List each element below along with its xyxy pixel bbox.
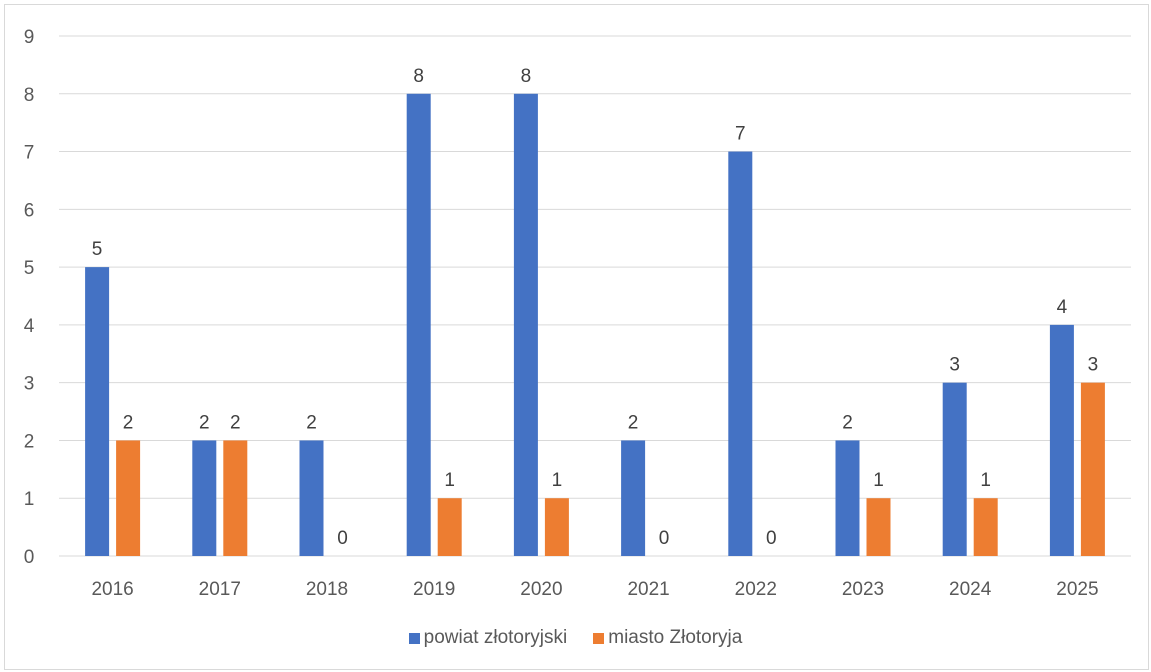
data-label: 2 [123, 412, 134, 433]
x-tick-label: 2017 [199, 579, 241, 600]
y-tick-label: 4 [24, 316, 35, 337]
bar [513, 93, 538, 557]
bar [835, 440, 860, 556]
bar [116, 440, 141, 556]
y-tick-label: 0 [24, 547, 35, 568]
data-label: 0 [337, 528, 348, 549]
x-tick-label: 2022 [735, 579, 777, 600]
bar [942, 382, 967, 556]
data-label: 3 [949, 355, 960, 376]
y-tick-label: 3 [24, 374, 35, 395]
data-label: 1 [873, 470, 884, 491]
x-tick-label: 2025 [1056, 579, 1098, 600]
bar [973, 498, 998, 556]
bar [1080, 382, 1105, 556]
data-label: 2 [199, 412, 210, 433]
data-label: 1 [552, 470, 563, 491]
legend: powiat złotoryjski miasto Złotoryja [0, 627, 1151, 649]
data-label: 2 [230, 412, 241, 433]
legend-item-series-0: powiat złotoryjski [408, 627, 568, 649]
data-label: 1 [444, 470, 455, 491]
bar [728, 151, 753, 557]
x-tick-label: 2018 [306, 579, 348, 600]
data-label: 3 [1088, 355, 1099, 376]
x-tick-label: 2021 [627, 579, 669, 600]
bar [85, 267, 110, 556]
chart-frame [4, 4, 1149, 670]
y-tick-label: 8 [24, 85, 35, 106]
data-label: 0 [766, 528, 777, 549]
x-tick-label: 2016 [91, 579, 133, 600]
y-axis-ticks: 0 1 2 3 4 5 6 7 8 9 [24, 27, 35, 568]
legend-label-series-1: miasto Złotoryja [608, 627, 743, 648]
data-label: 8 [413, 66, 424, 87]
y-tick-label: 5 [24, 258, 35, 279]
legend-label-series-0: powiat złotoryjski [423, 627, 568, 648]
bar [299, 440, 324, 556]
data-label: 8 [521, 66, 532, 87]
legend-item-series-1: miasto Złotoryja [593, 627, 742, 649]
y-tick-label: 6 [24, 200, 35, 221]
data-label: 2 [306, 412, 317, 433]
y-tick-label: 9 [24, 27, 35, 48]
bar [544, 498, 569, 556]
x-tick-label: 2019 [413, 579, 455, 600]
x-tick-label: 2024 [949, 579, 992, 600]
y-tick-label: 1 [24, 489, 35, 510]
bar [223, 440, 248, 556]
y-tick-label: 7 [24, 143, 35, 164]
data-label: 7 [735, 124, 746, 145]
x-axis-ticks: 2016 2017 2018 2019 2020 2021 2022 2023 2024 2025 [91, 579, 1098, 600]
gridlines [59, 35, 1131, 557]
bars [85, 93, 1105, 557]
y-tick-label: 2 [24, 431, 35, 452]
data-label: 2 [628, 412, 639, 433]
x-tick-label: 2020 [520, 579, 562, 600]
data-label: 0 [659, 528, 670, 549]
bar [866, 498, 891, 556]
bar [406, 93, 431, 557]
bar [1049, 324, 1074, 556]
data-label: 1 [980, 470, 991, 491]
x-tick-label: 2023 [842, 579, 884, 600]
bar [437, 498, 462, 556]
legend-swatch-series-0 [408, 632, 420, 644]
data-label: 5 [92, 239, 103, 260]
data-label: 2 [842, 412, 853, 433]
legend-swatch-series-1 [593, 632, 605, 644]
data-label: 4 [1057, 297, 1068, 318]
bar [192, 440, 217, 556]
bar [621, 440, 646, 556]
